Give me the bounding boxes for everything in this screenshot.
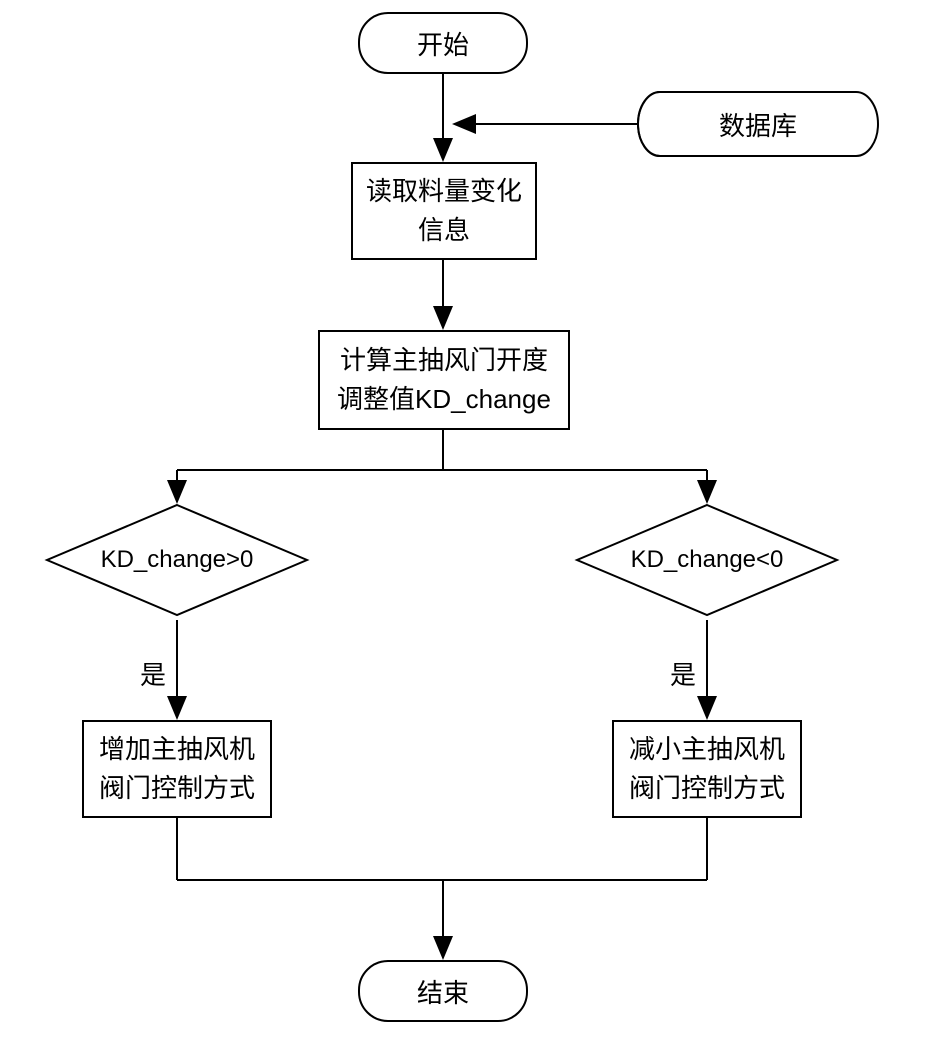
decision-right-node: KD_change<0 xyxy=(577,505,837,615)
calc-kd-line1: 计算主抽风门开度 xyxy=(337,341,551,380)
process-right-line1: 减小主抽风机 xyxy=(629,730,785,769)
process-left-line1: 增加主抽风机 xyxy=(99,730,255,769)
end-label: 结束 xyxy=(417,973,469,1010)
end-node: 结束 xyxy=(358,960,528,1022)
yes-right-label: 是 xyxy=(670,655,696,692)
decision-right-label: KD_change<0 xyxy=(631,546,784,574)
process-right-line2: 阀门控制方式 xyxy=(629,769,785,808)
process-right-node: 减小主抽风机 阀门控制方式 xyxy=(612,720,802,818)
read-info-line2: 信息 xyxy=(366,211,522,250)
decision-left-node: KD_change>0 xyxy=(47,505,307,615)
calc-kd-node: 计算主抽风门开度 调整值KD_change xyxy=(318,330,570,430)
database-label: 数据库 xyxy=(719,106,797,143)
decision-left-label: KD_change>0 xyxy=(101,546,254,574)
start-node: 开始 xyxy=(358,12,528,74)
read-info-line1: 读取料量变化 xyxy=(366,172,522,211)
database-node: 数据库 xyxy=(638,92,878,156)
process-left-line2: 阀门控制方式 xyxy=(99,769,255,808)
calc-kd-line2: 调整值KD_change xyxy=(337,380,551,419)
process-left-node: 增加主抽风机 阀门控制方式 xyxy=(82,720,272,818)
start-label: 开始 xyxy=(417,25,469,62)
yes-left-label: 是 xyxy=(140,655,166,692)
read-info-node: 读取料量变化 信息 xyxy=(351,162,537,260)
